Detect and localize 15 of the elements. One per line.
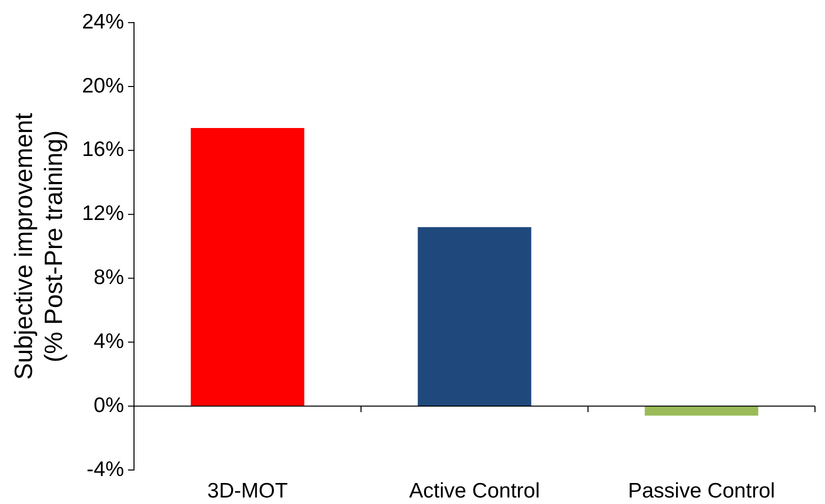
y-tick-label: -4% <box>86 458 124 481</box>
y-tick-label: 20% <box>82 74 124 98</box>
bar <box>190 128 304 406</box>
y-tick-label: 4% <box>94 330 124 353</box>
x-tick-label: Active Control <box>409 479 540 502</box>
y-axis-title: Subjective improvement (% Post-Pre training) <box>10 112 68 380</box>
y-tick-label: 8% <box>94 266 124 290</box>
bar <box>418 227 532 406</box>
y-tick-label: 16% <box>82 138 124 162</box>
bar <box>644 406 758 416</box>
x-tick-label: Passive Control <box>628 479 776 502</box>
y-tick-label: 24% <box>82 10 124 34</box>
y-tick-label: 12% <box>82 202 124 226</box>
y-tick-label: 0% <box>94 394 124 417</box>
x-tick-label: 3D-MOT <box>207 479 288 502</box>
